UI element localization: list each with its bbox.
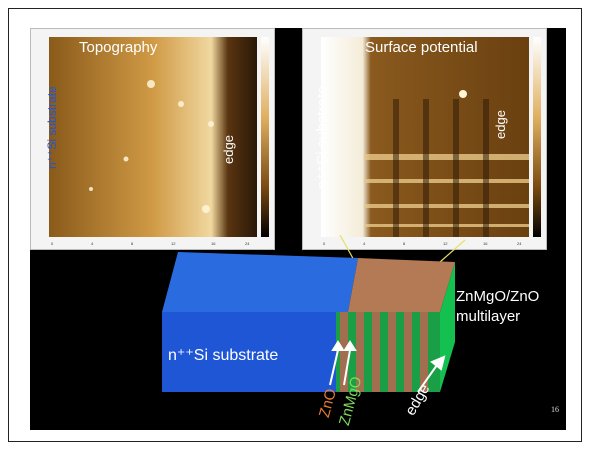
svg-text:12: 12 xyxy=(443,241,448,246)
svg-text:16: 16 xyxy=(483,241,488,246)
diagram-multilayer-label-1: ZnMgO/ZnO xyxy=(456,288,540,305)
surface-potential-image: 0 4 8 12 16 24 xyxy=(321,37,541,246)
svg-text:8: 8 xyxy=(403,241,406,246)
substrate-top-face xyxy=(162,252,358,312)
page-number: 16 xyxy=(551,405,559,414)
svg-text:0: 0 xyxy=(51,241,54,246)
substrate-front-face xyxy=(162,312,348,392)
diagram-multilayer-label-2: multilayer xyxy=(456,308,521,325)
topography-title: Topography xyxy=(79,39,158,56)
svg-text:4: 4 xyxy=(363,241,366,246)
slide-frame xyxy=(8,8,582,442)
multilayer-top-face xyxy=(348,258,455,312)
surface-potential-title: Surface potential xyxy=(365,39,478,56)
svg-text:24: 24 xyxy=(245,241,250,246)
svg-text:8: 8 xyxy=(131,241,134,246)
svg-text:16: 16 xyxy=(211,241,216,246)
topography-image: 0 4 8 12 16 24 xyxy=(49,37,269,246)
svg-text:12: 12 xyxy=(171,241,176,246)
diagram-substrate-label: n⁺⁺Si substrate xyxy=(168,347,279,364)
svg-text:24: 24 xyxy=(517,241,522,246)
svg-text:0: 0 xyxy=(323,241,326,246)
svg-text:4: 4 xyxy=(91,241,94,246)
